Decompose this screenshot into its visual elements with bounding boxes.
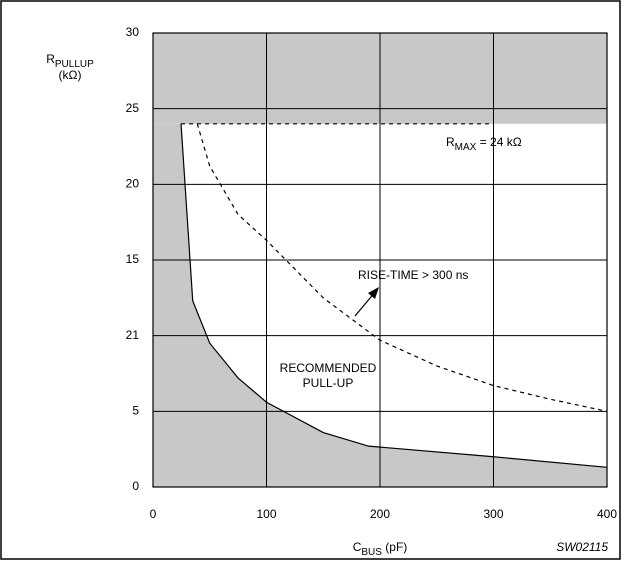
y-tick-label: 5 [132, 404, 139, 418]
x-label-main: C [353, 540, 362, 554]
x-tick-label: 100 [256, 507, 276, 521]
shade-region [153, 123, 607, 488]
series-line [196, 123, 608, 412]
rmax-main: R [446, 135, 455, 149]
plot-frame [152, 32, 608, 488]
x-label-tail: (pF) [382, 540, 407, 554]
y-label-unit: (kΩ) [59, 68, 82, 82]
y-label: RPULLUP [46, 52, 94, 69]
y-tick-label: 20 [126, 177, 140, 191]
rmax-sub: MAX [455, 142, 477, 153]
y-tick-label: 15 [126, 252, 140, 266]
y-tick-label: 21 [126, 328, 140, 342]
figure-code: SW02115 [556, 540, 608, 554]
series-line [180, 123, 608, 468]
x-tick-label: 0 [150, 507, 157, 521]
y-tick-label: 25 [126, 101, 140, 115]
arrow-head [368, 287, 379, 299]
rmax-label: RMAX = 24 kΩ [446, 135, 522, 152]
region-label: PULL-UP [303, 376, 354, 390]
y-tick-label: 0 [132, 479, 139, 493]
rise-label: RISE-TIME > 300 ns [358, 268, 468, 282]
x-label-sub: BUS [361, 547, 382, 558]
y-tick-label: 30 [126, 25, 140, 39]
y-label-main: R [46, 52, 55, 66]
region-label: RECOMMENDED [280, 361, 377, 375]
y-label-sub: PULLUP [55, 59, 94, 70]
x-tick-label: 200 [370, 507, 390, 521]
rmax-tail: = 24 kΩ [476, 135, 521, 149]
x-tick-label: 300 [483, 507, 503, 521]
plot [152, 32, 608, 488]
x-label: CBUS (pF) [353, 540, 408, 557]
x-tick-label: 400 [597, 507, 617, 521]
